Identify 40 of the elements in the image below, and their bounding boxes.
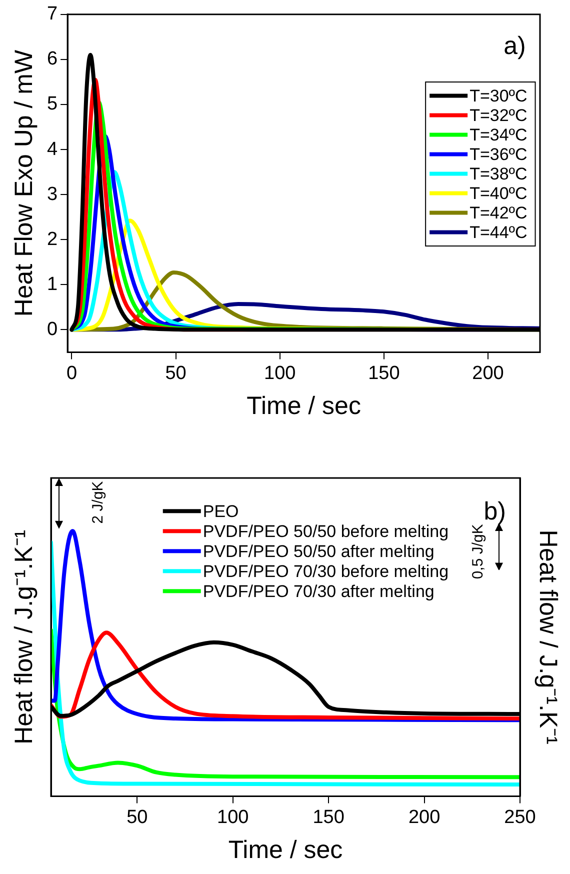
legend-label: T=34ºC [470,125,528,144]
text: 2 J/gK [90,481,107,524]
legend-label: T=44ºC [470,222,528,242]
y-tick-label: 3 [46,184,58,205]
legend-label: T=38ºC [470,164,528,184]
x-tick-label: 200 [472,362,504,384]
annotation: a) [504,32,526,60]
x-tick-label: 250 [504,806,536,828]
legend-label: T=36ºC [470,144,528,164]
legend-label: T=32ºC [470,106,528,125]
legend-label: PVDF/PEO 70/30 before melting [202,562,449,581]
x-tick-label: 50 [165,362,186,384]
annotation: 0,5 J/gK [469,524,486,580]
legend-label: PVDF/PEO 70/30 after melting [202,582,434,601]
y2-axis-title: Heat flow / J.g⁻¹.K⁻¹ [534,530,562,744]
y-tick-label: 1 [46,274,58,295]
x-tick-label: 0 [66,362,78,384]
legend-label: T=40ºC [470,184,528,203]
legend-label: PEO [202,502,239,521]
legend-label: PVDF/PEO 50/50 before melting [202,522,449,541]
x-tick-label: 100 [264,362,296,384]
x-tick-label: 200 [408,806,440,828]
y-axis-title: Heat flow / J.g⁻¹.K⁻¹ [10,530,38,744]
legend-label: T=30ºC [470,86,528,106]
legend-label: PVDF/PEO 50/50 after melting [202,542,434,561]
legend-label: T=42ºC [470,203,528,222]
y-axis-title: Heat Flow Exo Up / mW [10,50,38,317]
y-tick-label: 5 [46,94,58,115]
x-axis-title: Time / sec [228,836,343,864]
y-tick-label: 4 [46,138,58,160]
x-tick-label: 100 [217,806,249,828]
x-axis-title: Time / sec [246,392,361,420]
x-tick-label: 150 [368,362,400,384]
y-tick-label: 7 [46,4,58,25]
y-tick-label: 6 [46,48,58,70]
y-tick-label: 0 [46,318,58,340]
text: b) [484,498,506,526]
x-tick-label: 50 [126,806,148,828]
x-tick-label: 150 [312,806,344,828]
y-tick-label: 2 [46,228,58,250]
